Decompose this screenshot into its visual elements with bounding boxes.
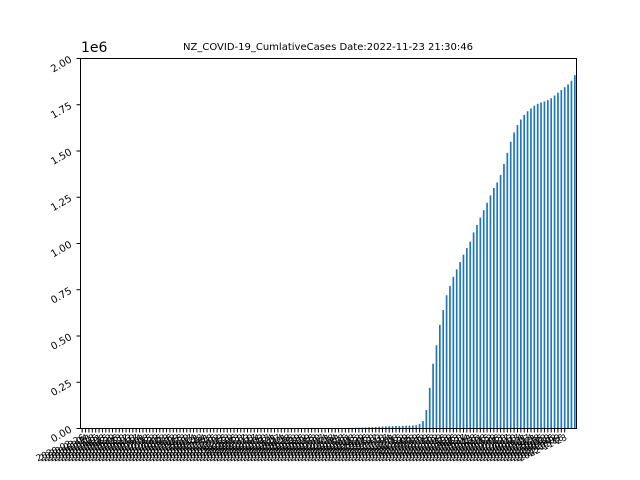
bar [570,80,573,429]
y-tick-label: 0.25 [49,378,74,399]
bar [533,105,536,429]
bar [401,425,404,429]
bar [557,92,559,429]
bar [540,102,542,429]
bar-series [81,75,576,429]
bar [560,89,563,429]
bar [553,95,556,429]
y-tick-label: 2.00 [49,55,74,76]
y-tick-label: 1.00 [49,240,74,261]
bar [482,210,485,429]
y-axis-ticks: 0.000.250.500.751.001.251.501.752.00 [49,55,81,445]
bar [405,425,407,429]
bar [526,111,529,429]
bar [462,254,465,429]
bar [567,84,569,429]
bar [422,421,424,429]
bar [513,132,515,429]
bar [455,269,458,429]
bar [523,114,526,429]
bar [364,427,367,429]
bar [428,387,431,429]
bar [550,98,553,429]
bar [398,425,401,429]
bar [381,426,384,429]
bar [435,345,438,429]
bar [439,324,441,429]
bar [432,363,434,429]
bar [472,232,475,429]
bar [492,188,495,429]
bar [415,425,418,429]
bar [486,202,488,429]
bar [503,163,505,429]
bar [509,141,512,429]
bar [530,108,532,429]
bar [459,262,461,429]
bar [563,87,566,429]
bar [465,248,468,429]
bar [499,175,502,429]
bar [395,426,397,429]
y-tick-label: 0.75 [49,286,74,307]
bar [391,426,394,429]
y-tick-label: 1.50 [49,147,74,168]
bar [519,119,522,429]
bar [543,101,546,429]
bar [388,426,391,429]
bar [371,427,374,429]
bar [489,195,492,429]
bar [442,310,445,429]
y-tick-label: 1.25 [49,193,74,214]
bar [449,286,451,429]
bar [425,410,428,429]
x-axis-ticks: 2020-02-262020-03-042020-03-112020-03-18… [35,428,569,464]
bar [378,426,380,429]
y-tick-label: 1.75 [49,101,74,122]
bar [445,295,448,429]
bar [452,276,455,429]
bar [546,100,549,429]
axis-offset-label: 1e6 [81,40,108,56]
bar [385,426,387,429]
bar [408,425,411,429]
bar [479,217,482,429]
bar [506,152,509,429]
y-tick-label: 0.50 [49,332,74,353]
bar [469,241,472,429]
bar [374,426,377,429]
bar [516,125,519,429]
plot-frame [80,58,577,429]
bar [418,423,421,429]
bar [368,427,370,429]
bar [536,103,539,429]
bar [496,182,499,429]
bar [573,75,576,429]
bar [412,425,414,429]
chart-title: NZ_COVID-19_CumlativeCases Date:2022-11-… [183,42,473,53]
bar [476,225,478,429]
